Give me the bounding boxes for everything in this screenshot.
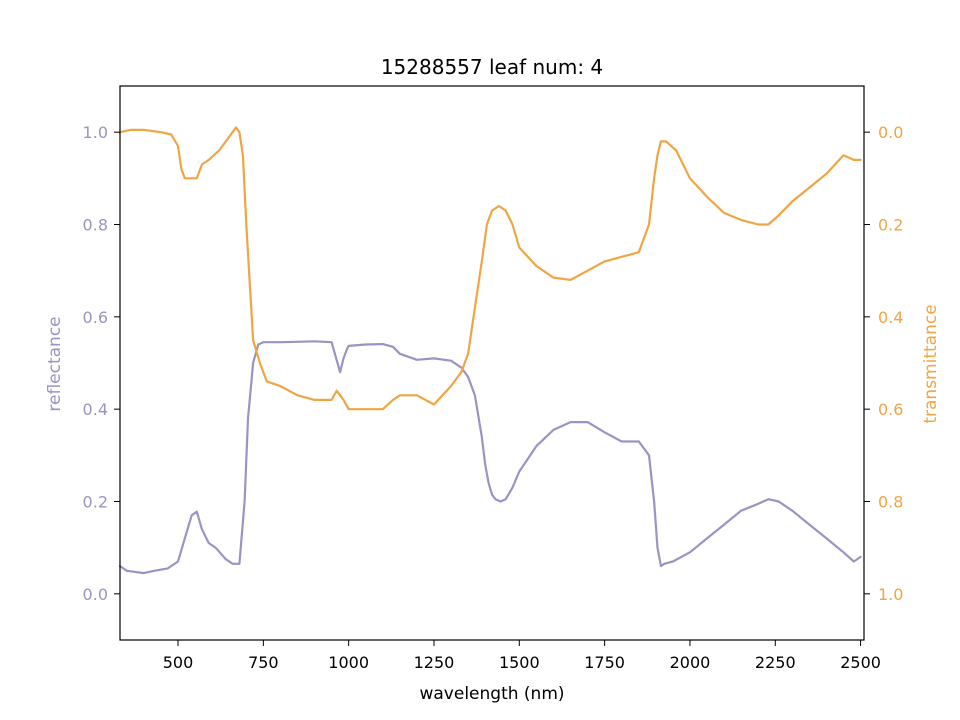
y-axis-right: 0.0 0.2 0.4 0.6 0.8 1.0 xyxy=(864,123,903,604)
x-tick-label: 1750 xyxy=(584,653,625,672)
y-right-tick-label: 0.8 xyxy=(878,493,903,512)
y-left-tick-label: 0.6 xyxy=(83,308,108,327)
y-axis-right-label: transmittance xyxy=(921,304,941,423)
x-tick-label: 2500 xyxy=(840,653,881,672)
plot-lines xyxy=(118,126,862,575)
y-left-tick-label: 0.4 xyxy=(83,400,108,419)
y-right-tick-label: 0.6 xyxy=(878,400,903,419)
y-left-tick-label: 0.2 xyxy=(83,493,108,512)
x-tick-label: 500 xyxy=(163,653,194,672)
y-right-tick-label: 0.2 xyxy=(878,216,903,235)
y-left-tick-label: 0.0 xyxy=(83,585,108,604)
y-right-tick-label: 1.0 xyxy=(878,585,903,604)
x-tick-label: 1000 xyxy=(328,653,369,672)
y-right-tick-label: 0.0 xyxy=(878,123,903,142)
x-tick-label: 1500 xyxy=(499,653,540,672)
y-axis-left-label: reflectance xyxy=(45,316,65,411)
x-axis-label: wavelength (nm) xyxy=(419,684,564,704)
x-tick-label: 2250 xyxy=(755,653,796,672)
plot-frame xyxy=(119,85,865,641)
y-left-tick-label: 1.0 xyxy=(83,123,108,142)
y-right-tick-label: 0.4 xyxy=(878,308,903,327)
x-tick-label: 2000 xyxy=(670,653,711,672)
y-axis-left: 0.0 0.2 0.4 0.6 0.8 1.0 xyxy=(83,123,120,604)
x-tick-label: 1250 xyxy=(414,653,455,672)
transmittance-series-line xyxy=(118,126,862,411)
reflectance-series-line xyxy=(118,340,862,575)
chart-title: 15288557 leaf num: 4 xyxy=(381,55,603,79)
y-left-tick-label: 0.8 xyxy=(83,216,108,235)
x-tick-label: 750 xyxy=(248,653,279,672)
x-axis: 500 750 1000 1250 1500 1750 2000 2250 2500 xyxy=(163,640,881,672)
